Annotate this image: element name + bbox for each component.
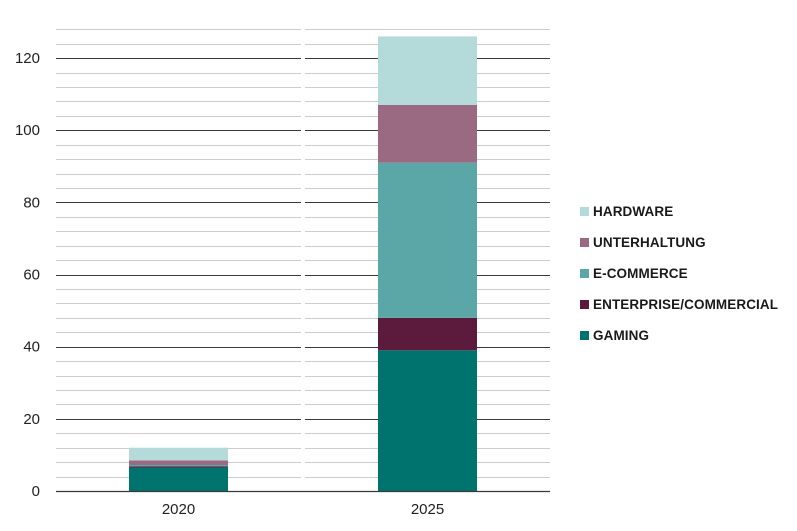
legend-item: GAMING bbox=[580, 320, 778, 351]
bar-segment-unterhaltung-2025 bbox=[378, 104, 477, 163]
legend-label: GAMING bbox=[593, 328, 650, 343]
y-tick-label: 100 bbox=[15, 122, 40, 139]
legend-item: HARDWARE bbox=[580, 196, 778, 227]
legend: HARDWARE UNTERHALTUNG E-COMMERCE ENTERPRISE… bbox=[580, 196, 778, 351]
y-tick-label: 80 bbox=[23, 194, 40, 211]
legend-label: ENTERPRISE/COMMERCIAL bbox=[593, 297, 779, 312]
legend-item: ENTERPRISE/COMMERCIAL bbox=[580, 289, 778, 320]
bar-segment-gaming-2020 bbox=[129, 467, 228, 491]
x-tick-label: 2025 bbox=[411, 501, 444, 518]
bar-segment-e-commerce-2025 bbox=[378, 162, 477, 318]
axes: 0 20 40 60 80 100 120 2020 2025 bbox=[15, 50, 550, 518]
bar-segment-e-commerce-2020 bbox=[129, 465, 228, 467]
y-tick-label: 0 bbox=[32, 483, 40, 500]
bar-segment-enterprise-commercial-2020 bbox=[129, 466, 228, 468]
bar-segment-enterprise-commercial-2025 bbox=[378, 317, 477, 351]
legend-swatch bbox=[580, 269, 589, 278]
y-tick-label: 120 bbox=[15, 50, 40, 67]
legend-swatch bbox=[580, 331, 589, 340]
y-tick-label: 40 bbox=[23, 339, 40, 356]
bar-segment-hardware-2020 bbox=[129, 447, 228, 461]
legend-label: HARDWARE bbox=[593, 204, 674, 219]
legend-swatch bbox=[580, 238, 589, 247]
bar-segment-unterhaltung-2020 bbox=[129, 460, 228, 466]
y-tick-label: 20 bbox=[23, 411, 40, 428]
legend-item: E-COMMERCE bbox=[580, 258, 778, 289]
legend-item: UNTERHALTUNG bbox=[580, 227, 778, 258]
bar-segment-hardware-2025 bbox=[378, 36, 477, 105]
legend-label: UNTERHALTUNG bbox=[593, 235, 706, 250]
gridlines bbox=[56, 29, 550, 478]
y-tick-label: 60 bbox=[23, 267, 40, 284]
x-tick-label: 2020 bbox=[162, 501, 195, 518]
legend-swatch bbox=[580, 207, 589, 216]
bars bbox=[129, 36, 477, 491]
legend-swatch bbox=[580, 300, 589, 309]
bar-segment-gaming-2025 bbox=[378, 350, 477, 491]
legend-label: E-COMMERCE bbox=[593, 266, 688, 281]
